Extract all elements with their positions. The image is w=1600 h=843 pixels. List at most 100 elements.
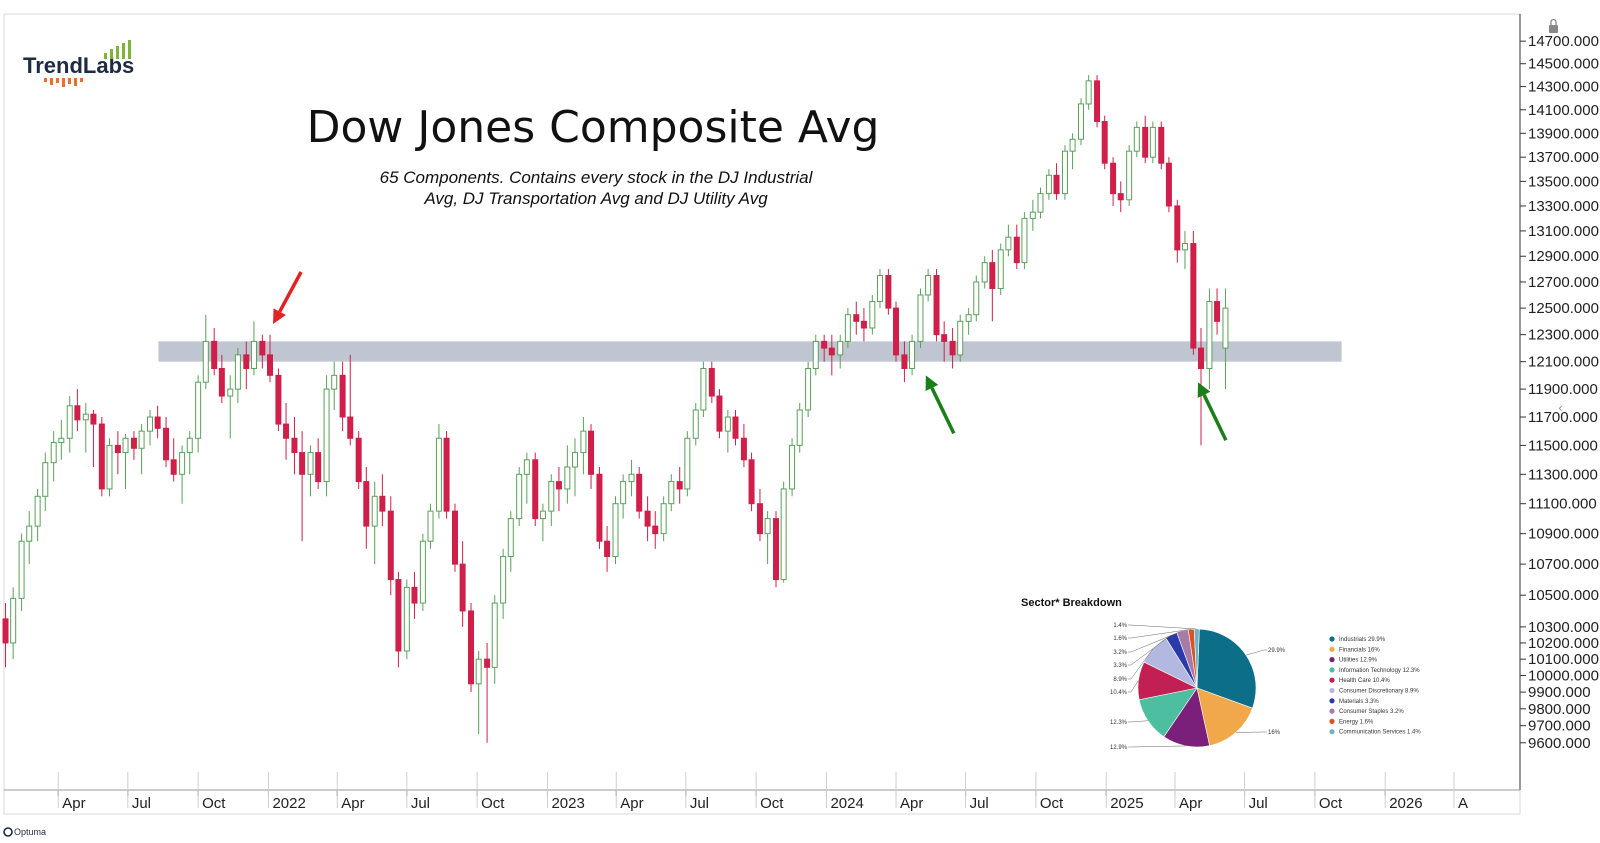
candle-body [677,482,682,489]
legend-entry: Information Technology 12.3% [1339,668,1420,674]
candle-body [741,438,746,460]
candle-body [219,368,224,396]
candle [508,511,513,572]
candle-body [1030,212,1035,218]
pie-slice-label: 8.9% [1113,677,1127,683]
candle-body [709,368,714,396]
candle-body [1175,206,1180,250]
candle [452,504,457,572]
candle [645,496,650,541]
candle [1111,157,1116,206]
candle [115,431,120,474]
pie-slice-label: 10.4% [1110,690,1128,696]
candle [1006,225,1011,257]
candle-body [3,619,8,643]
chevron-left-icon[interactable]: ‹ [1558,401,1563,415]
candle-body [1191,244,1196,349]
y-tick-label: 14500.000 [1528,56,1599,73]
candle-body [452,511,457,564]
candle [797,403,802,453]
candle [235,348,240,403]
candle-body [292,438,297,452]
candle-body [19,541,24,598]
footer-brand: Optuma [4,827,46,837]
candle-body [838,341,843,354]
candle-body [774,519,779,580]
candle [180,445,185,503]
x-tick-label: A [1458,795,1468,812]
candle-body [870,302,875,328]
candle-body [605,541,610,556]
candle [1150,122,1155,164]
x-tick-label: Oct [1319,795,1343,812]
annotation-arrow [273,272,301,324]
candle-body [822,341,827,348]
candle-body [1118,194,1123,200]
candle-body [284,424,289,438]
candle-body [637,474,642,511]
candle [412,572,417,619]
candle-body [51,443,56,463]
candle-body [364,482,369,527]
x-tick-label: Jul [411,795,430,812]
y-tick-label: 10000.000 [1528,668,1599,685]
candle-body [316,453,321,482]
legend-entry: Consumer Staples 3.2% [1339,709,1404,715]
candle [838,335,843,369]
y-tick-label: 12100.000 [1528,354,1599,371]
lock-icon[interactable] [1549,20,1558,34]
candle-body [926,276,931,295]
candle [107,438,112,496]
candle [324,375,329,496]
candle [123,434,128,489]
candle [75,389,80,431]
candle [597,467,602,549]
y-tick-label: 9600.000 [1528,735,1591,752]
candle [1014,225,1019,269]
candle-body [1054,175,1059,193]
candle [661,496,666,541]
candle-body [203,341,208,382]
pie-slice-label: 1.4% [1113,623,1127,629]
y-tick-label: 12300.000 [1528,327,1599,344]
candle [1118,181,1123,212]
candle [469,603,474,692]
candle [11,587,16,659]
candle [741,424,746,467]
y-tick-label: 11700.000 [1528,409,1598,426]
candle-body [1046,175,1051,193]
candle-body [268,355,273,375]
candle [19,534,24,611]
candle-body [476,659,481,684]
candle-body [300,453,305,475]
legend-swatch [1329,719,1334,724]
y-tick-label: 13500.000 [1528,173,1599,190]
candle [1175,200,1180,263]
y-tick-label: 13700.000 [1528,149,1599,166]
candle [877,269,882,308]
candle [1054,163,1059,200]
candle-body [1166,163,1171,206]
brand-logo: TrendLabs [23,40,134,87]
candle [1095,75,1100,127]
candle-body [861,321,866,328]
candle [1223,288,1228,389]
candle [966,308,971,335]
x-tick-label: Jul [1249,795,1268,812]
candle [685,431,690,496]
candle-body [396,580,401,651]
candle [1062,145,1067,200]
candle-body [565,467,570,489]
candle-body [549,482,554,512]
candle-body [966,315,971,322]
candle [990,250,995,321]
candle-body [517,474,522,518]
candle-body [508,519,513,557]
candle [308,445,313,496]
candle [693,403,698,445]
candle-body [524,460,529,475]
x-tick-label: Jul [690,795,709,812]
candle [219,355,224,403]
y-tick-label: 14100.000 [1528,102,1599,119]
